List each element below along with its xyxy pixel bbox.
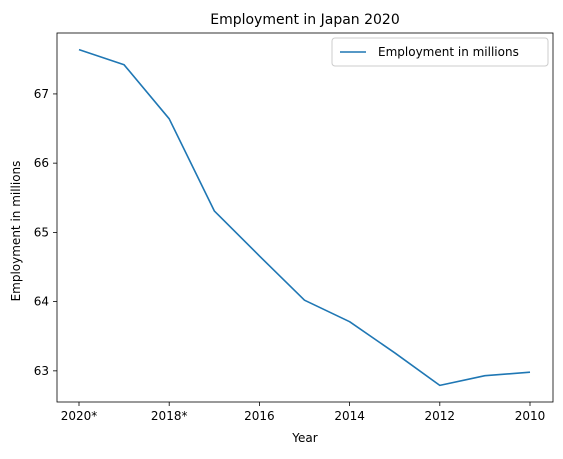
x-tick-label: 2018* xyxy=(151,409,188,423)
x-axis-label: Year xyxy=(291,431,317,445)
x-ticks: 2020* 2018* 2016 2014 2012 2010 xyxy=(61,402,546,423)
series-lines xyxy=(78,48,531,387)
axes-frame xyxy=(56,32,554,403)
legend: Employment in millions xyxy=(331,37,549,67)
x-tick-label: 2020* xyxy=(61,409,98,423)
x-tick-label: 2010 xyxy=(515,409,546,423)
legend-box xyxy=(331,37,549,67)
series-line xyxy=(78,48,531,387)
legend-label: Employment in millions xyxy=(378,45,519,59)
x-tick-label: 2016 xyxy=(244,409,275,423)
y-tick-label: 66 xyxy=(34,156,49,170)
y-ticks: 63 64 65 66 67 xyxy=(34,87,57,378)
y-tick-label: 63 xyxy=(34,364,49,378)
y-axis-label: Employment in millions xyxy=(9,161,23,302)
x-tick-label: 2012 xyxy=(425,409,456,423)
chart-title: Employment in Japan 2020 xyxy=(210,12,400,28)
y-tick-label: 65 xyxy=(34,225,49,239)
y-tick-label: 64 xyxy=(34,295,49,309)
x-tick-label: 2014 xyxy=(334,409,365,423)
y-tick-label: 67 xyxy=(34,87,49,101)
axes xyxy=(56,32,554,403)
